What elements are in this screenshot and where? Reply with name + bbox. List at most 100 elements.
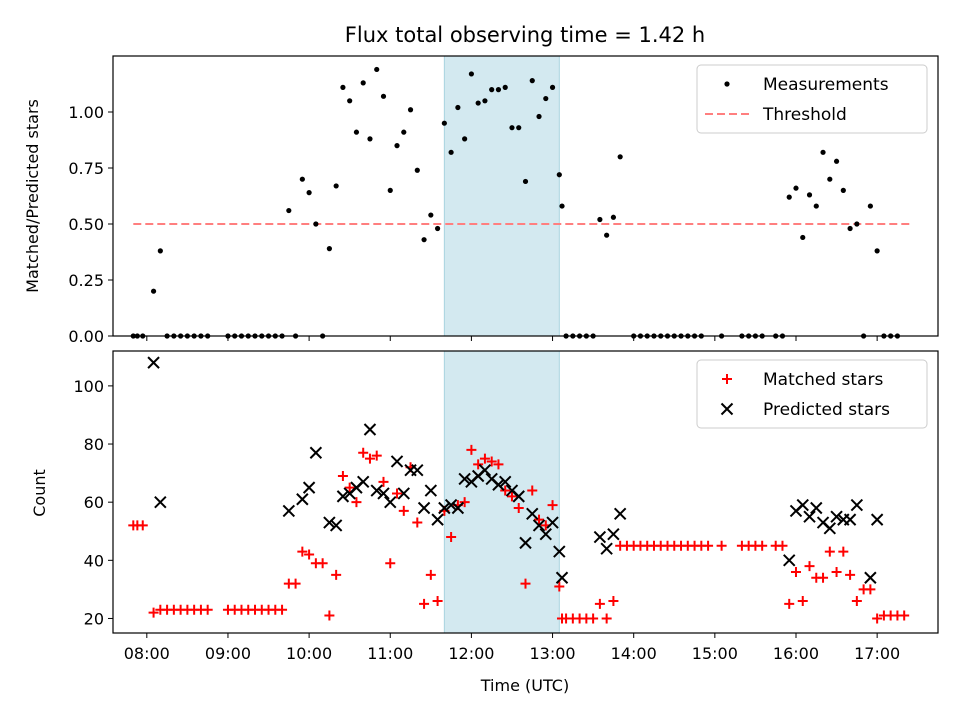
legend-predicted-marker [720, 402, 734, 416]
bottom-y-tick-label: 40 [84, 551, 104, 570]
x-tick-label: 11:00 [367, 644, 413, 663]
bottom-legend-box [696, 359, 928, 429]
matched-star-point [818, 572, 829, 583]
chart-title: Flux total observing time = 1.42 h [345, 23, 705, 47]
predicted-star-point [499, 475, 512, 489]
matched-star-point [331, 569, 342, 580]
measurement-point [387, 187, 393, 193]
measurement-point [367, 136, 373, 142]
predicted-star-point [830, 510, 843, 523]
measurement-point [380, 93, 387, 99]
top-legend-label: Threshold [762, 105, 847, 125]
matched-star-point [716, 540, 727, 551]
measurement-point [840, 187, 846, 193]
bottom-panel: 20 40 60 80 100 08:00 09:00 10:00 11:00 12:00 13:0… [73, 350, 939, 663]
predicted-star-point [424, 484, 438, 497]
measurement-point [509, 125, 515, 131]
measurement-point [482, 98, 488, 104]
measurement-point [867, 203, 873, 209]
measurement-point [414, 167, 420, 173]
predicted-star-point [458, 472, 471, 486]
measurement-point [543, 95, 549, 102]
measurement-point [806, 192, 813, 198]
predicted-star-point [451, 501, 465, 515]
predicted-star-point [444, 498, 458, 512]
measurement-point [536, 113, 542, 120]
matched-star-point [344, 482, 355, 493]
matched-star-point [899, 610, 910, 621]
measurement-point [353, 129, 360, 135]
matched-star-point [378, 476, 389, 487]
predicted-star-point [336, 490, 350, 503]
predicted-star-point [796, 498, 809, 512]
matched-star-point [479, 453, 490, 464]
matched-star-point [831, 566, 842, 577]
predicted-star-point [282, 504, 296, 518]
measurement-point [360, 80, 366, 86]
measurement-point [610, 214, 617, 220]
measurement-point [374, 66, 380, 73]
predicted-star-point [607, 527, 620, 541]
measurement-point [597, 216, 603, 223]
predicted-star-point [850, 498, 864, 512]
top-y-tick-label: 0.50 [68, 215, 104, 234]
predicted-star-point [397, 487, 410, 500]
matched-star-point [777, 540, 788, 551]
matched-star-point [784, 598, 795, 609]
predicted-star-point [363, 423, 377, 436]
matched-star-point [425, 569, 436, 580]
matched-star-point [588, 613, 599, 624]
measurement-point [421, 237, 427, 243]
matched-star-point [432, 596, 443, 607]
x-tick-label: 10:00 [286, 644, 332, 663]
matched-star-point [506, 491, 517, 502]
measurement-point [502, 84, 508, 90]
measurement-point [286, 207, 292, 214]
measurement-point [401, 129, 407, 135]
measurement-point [434, 225, 441, 232]
measurement-point [522, 178, 529, 185]
matched-star-point [317, 558, 328, 569]
predicted-star-point [783, 554, 796, 567]
bottom-legend-label: Predicted stars [763, 400, 890, 420]
legend-matched-marker [722, 374, 732, 384]
matched-star-point [337, 471, 348, 482]
matched-star-point [757, 540, 768, 551]
measurement-point [617, 154, 623, 160]
measurement-point [157, 248, 163, 254]
bottom-y-tick-label: 100 [73, 377, 104, 396]
matched-star-point [513, 502, 524, 513]
matched-star-point [137, 520, 148, 531]
top-y-tick-label: 0.75 [68, 159, 104, 178]
measurement-point [549, 84, 556, 90]
predicted-star-point [309, 446, 323, 459]
measurement-point [827, 176, 833, 182]
predicted-star-point [593, 530, 607, 544]
measurement-point [874, 248, 880, 254]
measurement-point [441, 120, 447, 126]
matched-star-point [148, 607, 159, 618]
matched-star-point [845, 569, 856, 580]
predicted-star-point [555, 571, 569, 584]
matched-star-point [446, 532, 457, 543]
predicted-star-point [411, 463, 424, 477]
predicted-star-point [553, 545, 566, 558]
matched-star-point [297, 546, 308, 557]
top-legend-box [696, 64, 928, 134]
bottom-highlight-span [443, 350, 560, 634]
matched-star-point [412, 517, 423, 528]
top-panel: 0.00 0.25 0.50 0.75 1.00 Measurements Threshol… [68, 55, 939, 346]
predicted-star-point [296, 493, 309, 506]
measurement-point [299, 176, 305, 182]
bottom-y-tick-label: 20 [84, 609, 104, 628]
measurement-point [793, 185, 799, 191]
measurement-point [495, 87, 502, 93]
top-y-tick-label: 0.00 [68, 327, 104, 346]
measurement-point [820, 149, 826, 155]
matched-star-point [466, 444, 477, 455]
x-tick-label: 08:00 [124, 644, 170, 663]
matched-star-point [527, 485, 538, 496]
x-tick-label: 12:00 [448, 644, 494, 663]
measurement-point [428, 212, 434, 218]
measurement-point [313, 221, 319, 227]
